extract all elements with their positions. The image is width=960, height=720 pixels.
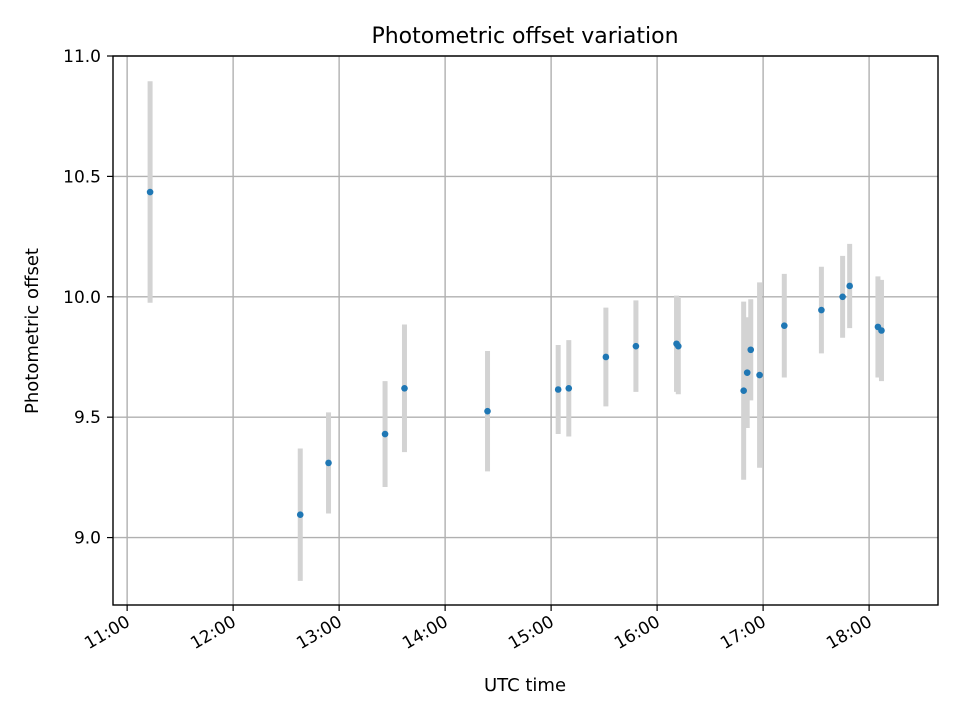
x-tick-label: 11:00 (81, 612, 133, 654)
x-tick-label: 14:00 (399, 612, 451, 654)
data-point (743, 369, 751, 376)
y-tick-label: 10.5 (63, 167, 101, 187)
data-point (632, 342, 640, 350)
x-tick-label: 13:00 (293, 612, 345, 654)
data-point (296, 511, 304, 519)
chart-title: Photometric offset variation (371, 24, 678, 49)
data-point (878, 327, 885, 334)
data-point (675, 342, 682, 350)
errorbar-layer (147, 81, 884, 581)
data-point (747, 346, 755, 354)
data-point (381, 430, 389, 438)
data-point (554, 386, 562, 393)
data-point (401, 384, 408, 392)
x-tick-label: 12:00 (187, 612, 239, 654)
data-point (740, 387, 747, 394)
x-tick-label: 15:00 (505, 612, 557, 654)
data-point (602, 353, 610, 361)
plot-frame (112, 55, 939, 606)
data-point (781, 322, 788, 329)
x-tick-label: 16:00 (611, 612, 663, 654)
data-point (325, 459, 332, 467)
x-tick-label: 18:00 (823, 612, 875, 654)
data-point (818, 306, 825, 314)
data-point (846, 282, 853, 290)
y-tick-label: 9.0 (74, 529, 101, 549)
data-point (484, 407, 491, 415)
point-layer (146, 188, 885, 519)
x-tick-label: 17:00 (717, 612, 769, 654)
x-axis-label: UTC time (484, 675, 566, 696)
grid-layer (113, 55, 938, 605)
data-point (146, 188, 154, 196)
y-tick-label: 9.5 (74, 408, 101, 428)
y-axis-label: Photometric offset (22, 248, 43, 414)
data-point (839, 293, 846, 301)
y-tick-label: 10.0 (63, 288, 101, 308)
data-point (756, 371, 763, 379)
y-tick-label: 11.0 (63, 47, 101, 67)
data-point (565, 384, 573, 392)
